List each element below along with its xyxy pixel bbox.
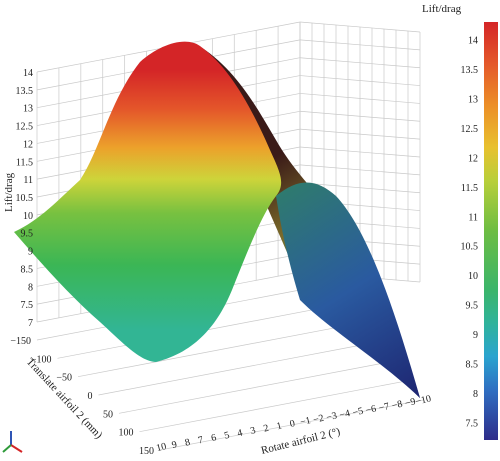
z-tick-label: 7 <box>28 318 33 329</box>
x-tick-label: 5 <box>223 430 231 442</box>
z-tick-label: 9 <box>28 247 33 258</box>
grid-line-floor <box>118 362 383 414</box>
z-tick-label: 8.5 <box>21 264 34 275</box>
colorbar-gradient <box>484 22 498 440</box>
colorbar-tick-label: 14 <box>468 36 478 47</box>
y-tick-label: −150 <box>10 336 31 347</box>
grid-line-floor <box>98 344 362 396</box>
colorbar: Lift/drag 14 13.5 13 12.5 12 11.5 11 10.5 10 9.5 9… <box>422 3 498 440</box>
x-tick-label: −3 <box>325 410 338 423</box>
y-axis-ticks: −150−100 −50 0 50 100 150 <box>10 336 154 457</box>
z-axis-ticks: 7 7.5 8 8.5 9 9.5 10 10.5 11 11.5 12 12.5 13 13.5 14 <box>16 68 34 329</box>
colorbar-tick-label: 12 <box>468 153 478 164</box>
grid-line-floor <box>159 399 424 451</box>
colorbar-ticks: 14 13.5 13 12.5 12 11.5 11 10.5 10 9.5 9 8.5 8 7.5 <box>461 36 479 430</box>
x-tick-label: −1 <box>299 415 312 428</box>
z-tick-label: 12.5 <box>16 122 34 133</box>
colorbar-tick-label: 13.5 <box>461 65 479 76</box>
colorbar-title: Lift/drag <box>422 3 462 15</box>
colorbar-tick-label: 9.5 <box>466 301 479 312</box>
colorbar-tick-label: 9 <box>473 330 478 341</box>
x-tick-label: −10 <box>414 393 432 407</box>
x-tick-label: 10 <box>155 441 167 454</box>
x-tick-label: 1 <box>276 420 284 432</box>
x-tick-label: −7 <box>378 401 391 414</box>
grid-line-floor <box>139 381 403 433</box>
x-tick-label: 3 <box>249 425 257 437</box>
colorbar-tick-label: 10.5 <box>461 242 479 253</box>
x-tick-label: 4 <box>236 428 244 440</box>
y-tick-label: 0 <box>88 391 93 402</box>
x-tick-label: 7 <box>197 435 205 447</box>
y-tick-label: −100 <box>31 354 52 365</box>
y-tick-label: 50 <box>103 409 113 420</box>
x-axis-ticks: 10 9 8 7 6 5 4 3 2 1 0 −1 −2 −3 −4 −5 −6 −7 −8 −9−10 <box>155 393 432 454</box>
axis-triad <box>2 431 23 453</box>
y-tick-label: 150 <box>139 446 154 457</box>
triad-x-axis <box>10 444 23 453</box>
colorbar-tick-label: 10 <box>468 271 478 282</box>
z-tick-label: 14 <box>23 68 33 79</box>
z-tick-label: 11.5 <box>16 157 33 168</box>
colorbar-tick-label: 8.5 <box>466 359 479 370</box>
x-tick-label: −2 <box>312 413 325 426</box>
z-tick-label: 10.5 <box>16 193 34 204</box>
x-tick-label: −5 <box>351 406 364 419</box>
x-tick-label: 8 <box>184 437 192 449</box>
x-tick-label: 0 <box>289 418 297 430</box>
z-tick-label: 12 <box>23 139 33 150</box>
z-tick-label: 13.5 <box>16 86 34 97</box>
colorbar-tick-label: 7.5 <box>466 418 479 429</box>
x-tick-label: 2 <box>262 423 270 435</box>
x-tick-label: −8 <box>391 399 404 412</box>
x-tick-label: −6 <box>365 403 378 416</box>
z-tick-label: 7.5 <box>21 300 34 311</box>
x-tick-label: 6 <box>210 432 218 444</box>
x-tick-label: −9 <box>404 396 417 409</box>
y-axis-label: Translate airfoil 2 (mm) <box>24 356 105 442</box>
x-tick-label: 9 <box>171 439 179 451</box>
colorbar-tick-label: 11.5 <box>461 183 478 194</box>
z-tick-label: 8 <box>28 282 33 293</box>
x-tick-label: −4 <box>338 408 351 421</box>
z-tick-label: 11 <box>23 175 33 186</box>
surface-side-face <box>276 182 420 398</box>
y-tick-label: −50 <box>56 373 72 384</box>
colorbar-tick-label: 12.5 <box>461 124 479 135</box>
grid-line-floor <box>77 326 342 378</box>
z-tick-label: 10 <box>23 211 33 222</box>
z-axis-label: Lift/drag <box>3 172 15 212</box>
x-axis-label: Rotate airfoil 2 (°) <box>260 426 342 457</box>
lift-drag-surface <box>14 41 420 398</box>
z-tick-label: 9.5 <box>21 229 34 240</box>
z-tick-label: 13 <box>23 104 33 115</box>
y-tick-label: 100 <box>119 428 134 439</box>
colorbar-tick-label: 13 <box>468 95 478 106</box>
triad-y-axis <box>2 444 12 453</box>
colorbar-tick-label: 11 <box>468 212 478 223</box>
surface-front-face <box>14 41 282 363</box>
colorbar-tick-label: 8 <box>473 389 478 400</box>
